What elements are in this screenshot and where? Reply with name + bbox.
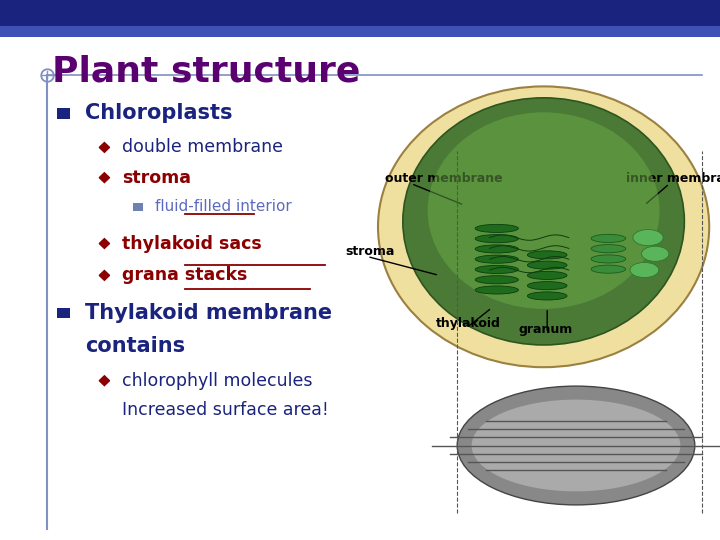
Text: grana stacks: grana stacks [122,266,248,285]
Polygon shape [99,143,109,152]
Ellipse shape [528,282,567,289]
Ellipse shape [528,292,567,300]
Ellipse shape [475,255,518,264]
Text: double membrane: double membrane [122,138,284,157]
Text: Plant structure: Plant structure [52,54,360,88]
Ellipse shape [475,245,518,253]
Text: stroma: stroma [346,245,395,258]
Bar [57,108,71,118]
Ellipse shape [472,400,680,491]
Ellipse shape [475,286,518,294]
Ellipse shape [528,271,567,280]
Bar [0,0,720,26]
Polygon shape [99,271,109,280]
Ellipse shape [475,275,518,284]
Text: Increased surface area!: Increased surface area! [122,401,329,420]
Text: thylakoid: thylakoid [436,318,500,330]
Text: outer membrane: outer membrane [385,172,503,185]
Text: inner membrane: inner membrane [626,172,720,185]
Ellipse shape [633,230,663,246]
Ellipse shape [591,234,626,242]
Ellipse shape [378,86,709,367]
Bar [0,26,720,37]
Ellipse shape [528,251,567,259]
Text: thylakoid sacs: thylakoid sacs [122,234,262,253]
Text: Thylakoid membrane: Thylakoid membrane [85,303,332,323]
Polygon shape [99,173,109,183]
Ellipse shape [475,225,518,232]
Polygon shape [99,376,109,386]
Text: fluid-filled interior: fluid-filled interior [155,199,292,214]
Ellipse shape [428,112,660,309]
Ellipse shape [475,265,518,273]
Ellipse shape [591,255,626,263]
Polygon shape [99,239,109,248]
Text: Chloroplasts: Chloroplasts [85,103,233,124]
Ellipse shape [403,98,684,345]
Bar [57,308,71,319]
Ellipse shape [457,386,695,505]
Text: stroma: stroma [122,168,192,187]
Text: chlorophyll molecules: chlorophyll molecules [122,372,313,390]
Ellipse shape [630,262,659,278]
Text: granum: granum [518,323,572,336]
Text: contains: contains [85,335,185,356]
Ellipse shape [528,261,567,269]
Ellipse shape [642,246,669,261]
Ellipse shape [591,245,626,253]
Bar [133,203,143,211]
Ellipse shape [475,234,518,243]
Ellipse shape [591,265,626,273]
